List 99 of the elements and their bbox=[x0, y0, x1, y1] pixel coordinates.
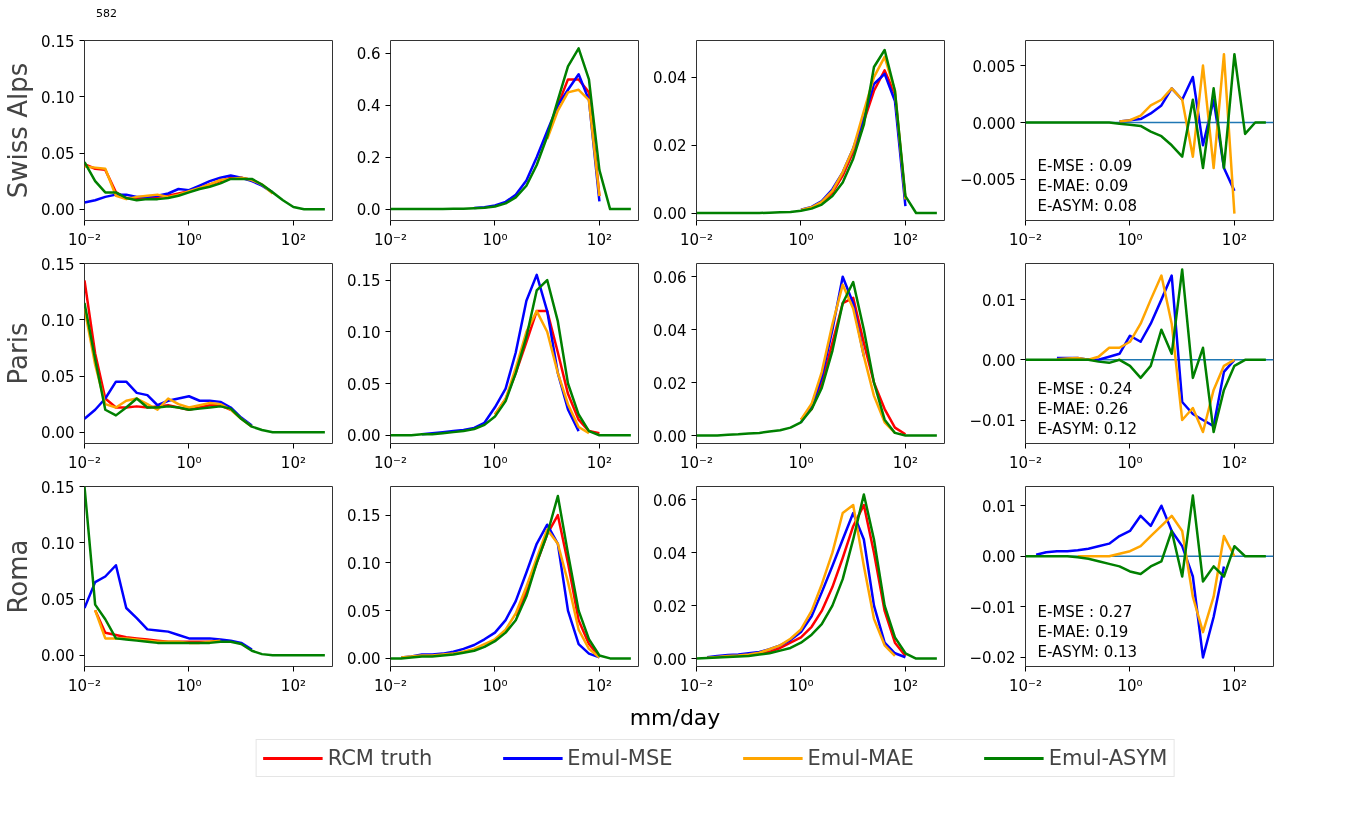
x-tick-label: 10⁻² bbox=[67, 676, 102, 695]
annotation: E-MAE: 0.26 bbox=[1037, 399, 1129, 418]
y-axis-title: Paris bbox=[3, 322, 34, 385]
legend-label: Emul-ASYM bbox=[1048, 746, 1168, 770]
y-tick-label: 0.10 bbox=[347, 554, 381, 573]
y-tick-label: 0.10 bbox=[41, 534, 75, 553]
annotation: E-MSE : 0.27 bbox=[1037, 602, 1133, 621]
y-tick-label: 0.10 bbox=[41, 311, 75, 330]
y-tick-label: 0.05 bbox=[41, 591, 75, 609]
annotation: E-MAE: 0.19 bbox=[1037, 622, 1129, 641]
y-tick-label: 0.00 bbox=[41, 647, 75, 666]
y-tick-label: 0.02 bbox=[653, 597, 687, 616]
x-tick-label: 10⁻² bbox=[1008, 676, 1043, 695]
x-tick-label: 10² bbox=[1221, 453, 1247, 472]
y-tick-label: 0.04 bbox=[653, 321, 687, 340]
y-tick-label: −0.01 bbox=[969, 598, 1016, 617]
annotation: E-MSE : 0.24 bbox=[1037, 379, 1133, 398]
y-tick-label: 0.00 bbox=[982, 548, 1016, 567]
x-tick-label: 10⁰ bbox=[1117, 453, 1143, 472]
y-tick-label: 0.15 bbox=[347, 272, 381, 291]
legend-label: RCM truth bbox=[327, 746, 433, 770]
y-tick-label: 0.01 bbox=[982, 291, 1016, 310]
x-tick-label: 10² bbox=[892, 676, 918, 695]
x-tick-label: 10⁻² bbox=[373, 230, 408, 249]
y-tick-label: 0.00 bbox=[653, 205, 687, 224]
annotation: E-MSE : 0.09 bbox=[1037, 156, 1133, 175]
y-tick-label: 0.15 bbox=[41, 478, 75, 497]
x-tick-label: 10⁻² bbox=[373, 676, 408, 695]
y-tick-label: 0.06 bbox=[653, 268, 687, 287]
x-tick-label: 10⁰ bbox=[176, 676, 202, 695]
y-tick-label: −0.02 bbox=[969, 649, 1016, 668]
y-tick-label: 0.00 bbox=[653, 427, 687, 446]
x-tick-label: 10² bbox=[280, 453, 306, 472]
x-tick-label: 10² bbox=[892, 230, 918, 249]
annotation: E-ASYM: 0.13 bbox=[1037, 642, 1138, 661]
y-axis-title: Swiss Alps bbox=[3, 62, 34, 199]
y-tick-label: 0.00 bbox=[41, 201, 75, 220]
y-axis-title: Roma bbox=[3, 539, 34, 614]
legend-label: Emul-MAE bbox=[807, 746, 914, 770]
annotation: E-ASYM: 0.12 bbox=[1037, 419, 1138, 438]
y-tick-label: 0.00 bbox=[347, 650, 381, 669]
y-tick-label: 0.00 bbox=[982, 351, 1016, 370]
x-tick-label: 10² bbox=[280, 230, 306, 249]
y-tick-label: 0.2 bbox=[356, 149, 381, 168]
x-tick-label: 10⁻² bbox=[1008, 230, 1043, 249]
y-tick-label: 0.10 bbox=[41, 88, 75, 107]
x-tick-label: 10² bbox=[586, 676, 612, 695]
x-tick-label: 10⁻² bbox=[67, 453, 102, 472]
y-tick-label: 0.05 bbox=[347, 602, 381, 621]
y-tick-label: 0.05 bbox=[347, 375, 381, 394]
legend-label: Emul-MSE bbox=[567, 746, 673, 770]
x-tick-label: 10⁰ bbox=[176, 453, 202, 472]
annotation: E-ASYM: 0.08 bbox=[1037, 196, 1138, 215]
y-tick-label: 0.4 bbox=[356, 97, 381, 116]
y-tick-label: −0.005 bbox=[959, 171, 1016, 190]
x-tick-label: 10⁰ bbox=[1117, 230, 1143, 249]
y-tick-label: 0.005 bbox=[972, 57, 1016, 76]
y-tick-label: 0.15 bbox=[347, 507, 381, 526]
x-tick-label: 10² bbox=[586, 230, 612, 249]
x-tick-label: 10⁻² bbox=[679, 230, 714, 249]
annotation: E-MAE: 0.09 bbox=[1037, 176, 1129, 195]
y-tick-label: 0.000 bbox=[972, 114, 1016, 133]
y-tick-label: 0.15 bbox=[41, 255, 75, 274]
x-tick-label: 10⁰ bbox=[1117, 676, 1143, 695]
y-tick-label: 0.02 bbox=[653, 374, 687, 393]
y-tick-label: 0.04 bbox=[653, 69, 687, 88]
x-tick-label: 10² bbox=[1221, 676, 1247, 695]
x-tick-label: 10⁰ bbox=[176, 230, 202, 249]
x-tick-label: 10² bbox=[586, 453, 612, 472]
x-tick-label: 10⁰ bbox=[482, 676, 508, 695]
y-tick-label: 0.04 bbox=[653, 544, 687, 563]
x-tick-label: 10⁰ bbox=[482, 230, 508, 249]
y-tick-label: 0.00 bbox=[653, 650, 687, 669]
y-tick-label: 0.15 bbox=[41, 32, 75, 51]
y-tick-label: 0.05 bbox=[41, 368, 75, 386]
x-tick-label: 10⁻² bbox=[67, 230, 102, 249]
y-tick-label: 0.00 bbox=[41, 424, 75, 443]
x-tick-label: 10⁻² bbox=[373, 453, 408, 472]
x-tick-label: 10⁰ bbox=[482, 453, 508, 472]
x-tick-label: 10² bbox=[892, 453, 918, 472]
text: 582 bbox=[96, 7, 117, 20]
x-tick-label: 10⁰ bbox=[788, 230, 814, 249]
y-tick-label: 0.00 bbox=[347, 427, 381, 446]
y-tick-label: 0.6 bbox=[356, 45, 381, 64]
y-tick-label: 0.0 bbox=[356, 201, 381, 220]
x-tick-label: 10⁰ bbox=[788, 676, 814, 695]
y-tick-label: 0.06 bbox=[653, 491, 687, 510]
x-tick-label: 10⁰ bbox=[788, 453, 814, 472]
x-tick-label: 10⁻² bbox=[679, 676, 714, 695]
y-tick-label: 0.10 bbox=[347, 323, 381, 342]
x-tick-label: 10² bbox=[1221, 230, 1247, 249]
y-tick-label: 0.05 bbox=[41, 145, 75, 163]
x-axis-title: mm/day bbox=[628, 704, 722, 732]
x-tick-label: 10⁻² bbox=[679, 453, 714, 472]
x-tick-label: 10⁻² bbox=[1008, 453, 1043, 472]
y-tick-label: 0.02 bbox=[653, 137, 687, 156]
x-tick-label: 10² bbox=[280, 676, 306, 695]
y-tick-label: 0.01 bbox=[982, 497, 1016, 516]
y-tick-label: −0.01 bbox=[969, 412, 1016, 431]
